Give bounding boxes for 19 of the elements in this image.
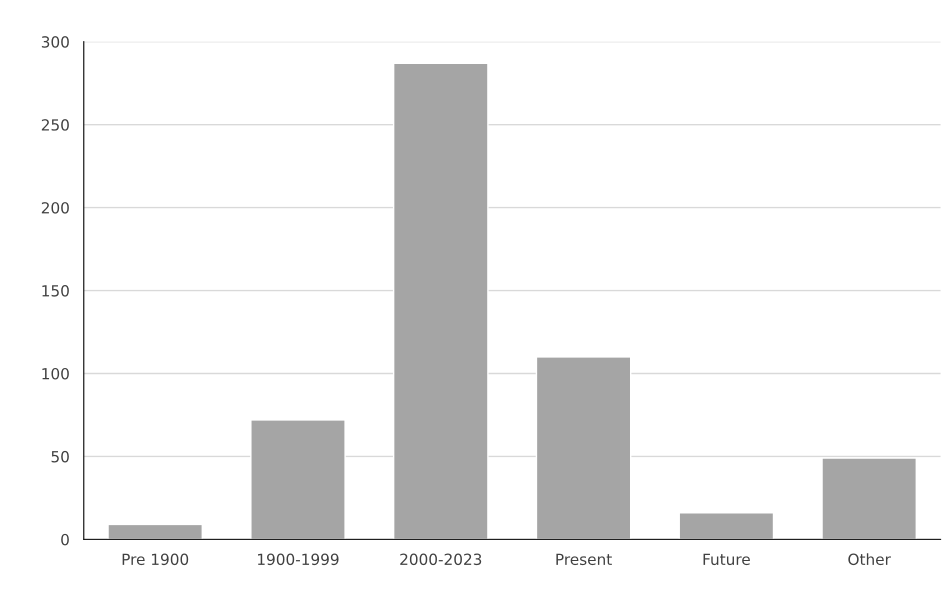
x-tick-label: 1900-1999: [258, 554, 339, 566]
x-tick-label: Future: [704, 554, 750, 566]
x-tick-label: 2000-2023: [400, 554, 482, 566]
bar: [392, 62, 489, 540]
y-tick-label: 300: [42, 36, 69, 48]
x-tick-label: Present: [556, 554, 612, 566]
y-tick-label: 150: [42, 285, 69, 297]
bar: [107, 524, 203, 540]
bar: [678, 512, 774, 540]
y-tick-label: 0: [61, 534, 69, 546]
bar: [250, 419, 346, 540]
y-tick-label: 250: [42, 119, 69, 131]
x-tick-label: Other: [848, 553, 891, 566]
bar: [821, 457, 917, 540]
y-tick-label: 200: [42, 202, 69, 214]
bar: [536, 356, 632, 540]
x-tick-label: Pre 1900: [122, 554, 188, 566]
y-tick-label: 100: [42, 368, 69, 380]
y-tick-label: 50: [52, 450, 69, 462]
